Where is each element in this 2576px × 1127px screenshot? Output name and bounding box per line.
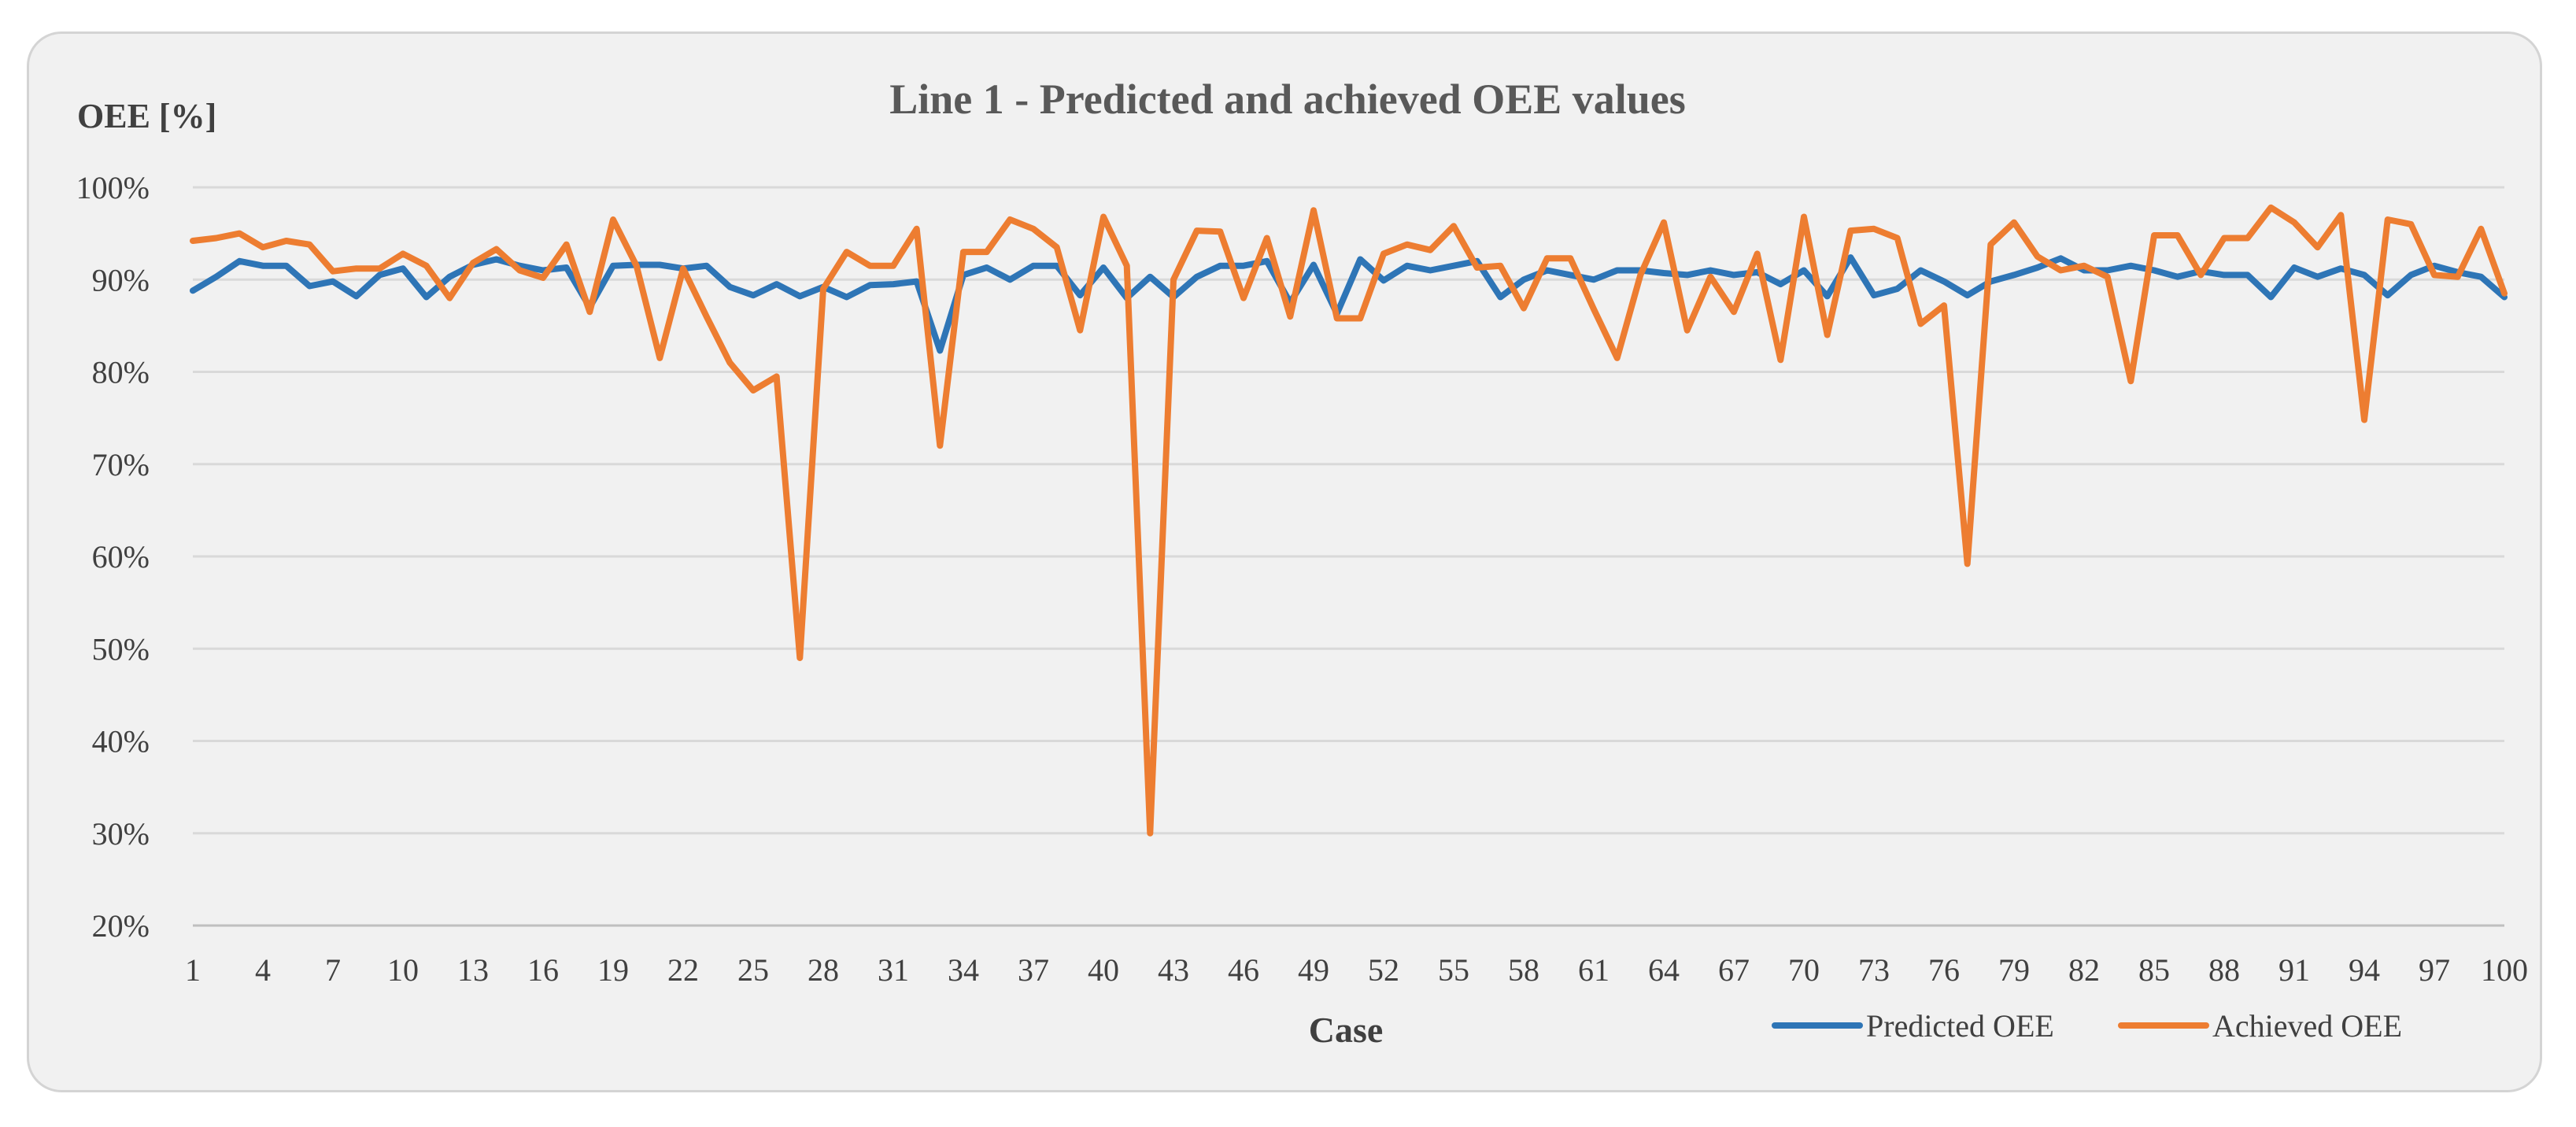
x-tick-label: 91: [2278, 952, 2310, 988]
series-lines: [190, 204, 2508, 837]
chart-panel: [27, 31, 2542, 1092]
x-tick-label: 37: [1018, 952, 1049, 988]
legend-label-predicted-oee: Predicted OEE: [1866, 1008, 2054, 1044]
x-tick-label: 13: [457, 952, 489, 988]
x-tick-label: 94: [2349, 952, 2380, 988]
x-tick-label: 22: [667, 952, 699, 988]
series-line-predicted-oee: [190, 254, 2508, 354]
x-tick-label: 49: [1298, 952, 1329, 988]
x-tick-label: 25: [737, 952, 769, 988]
legend-label-achieved-oee: Achieved OEE: [2212, 1008, 2402, 1044]
x-tick-label: 40: [1088, 952, 1119, 988]
x-tick-label: 88: [2208, 952, 2240, 988]
y-tick-label: 80%: [92, 355, 150, 390]
x-tick-label: 4: [255, 952, 271, 988]
y-tick-label: 60%: [92, 539, 150, 575]
legend: Predicted OEE Achieved OEE: [1772, 1008, 2402, 1044]
x-tick-label: 52: [1368, 952, 1399, 988]
x-axis-label: Case: [1309, 1010, 1384, 1050]
x-tick-label: 76: [1928, 952, 1960, 988]
x-tick-label: 7: [325, 952, 341, 988]
x-tick-label: 28: [808, 952, 839, 988]
x-tick-label: 97: [2419, 952, 2450, 988]
y-tick-labels: 20% 30% 40% 50% 60% 70% 80% 90% 100%: [76, 170, 150, 944]
y-tick-label: 70%: [92, 447, 150, 482]
x-tick-label: 61: [1578, 952, 1610, 988]
x-tick-label: 10: [387, 952, 419, 988]
y-tick-label: 30%: [92, 816, 150, 852]
y-tick-label: 90%: [92, 262, 150, 297]
y-axis-label: OEE [%]: [77, 97, 216, 135]
x-tick-label: 73: [1858, 952, 1890, 988]
x-tick-label: 64: [1648, 952, 1680, 988]
x-tick-label: 46: [1228, 952, 1259, 988]
y-tick-label: 50%: [92, 631, 150, 667]
y-tick-label: 20%: [92, 908, 150, 944]
x-tick-label: 43: [1158, 952, 1189, 988]
x-tick-label: 79: [1998, 952, 2030, 988]
x-tick-label: 85: [2138, 952, 2170, 988]
y-tick-label: 40%: [92, 724, 150, 759]
gridlines: [193, 186, 2504, 927]
x-tick-label: 16: [527, 952, 559, 988]
series-line-achieved-oee: [190, 204, 2508, 837]
x-tick-label: 82: [2068, 952, 2100, 988]
x-tick-label: 70: [1788, 952, 1820, 988]
x-tick-label: 31: [878, 952, 909, 988]
y-tick-label: 100%: [76, 170, 150, 205]
x-tick-label: 1: [185, 952, 201, 988]
x-tick-label: 34: [948, 952, 979, 988]
x-tick-label: 67: [1718, 952, 1750, 988]
x-tick-label: 100: [2481, 952, 2528, 988]
x-tick-label: 19: [597, 952, 629, 988]
x-tick-labels: 1 4 7 10 13 16 19 22 25 28 31 34 37 40 43 46 49 52 55 58 61 6…: [185, 952, 2528, 988]
chart-title: Line 1 - Predicted and achieved OEE valu…: [889, 76, 1686, 123]
x-tick-label: 55: [1438, 952, 1469, 988]
x-tick-label: 58: [1508, 952, 1539, 988]
